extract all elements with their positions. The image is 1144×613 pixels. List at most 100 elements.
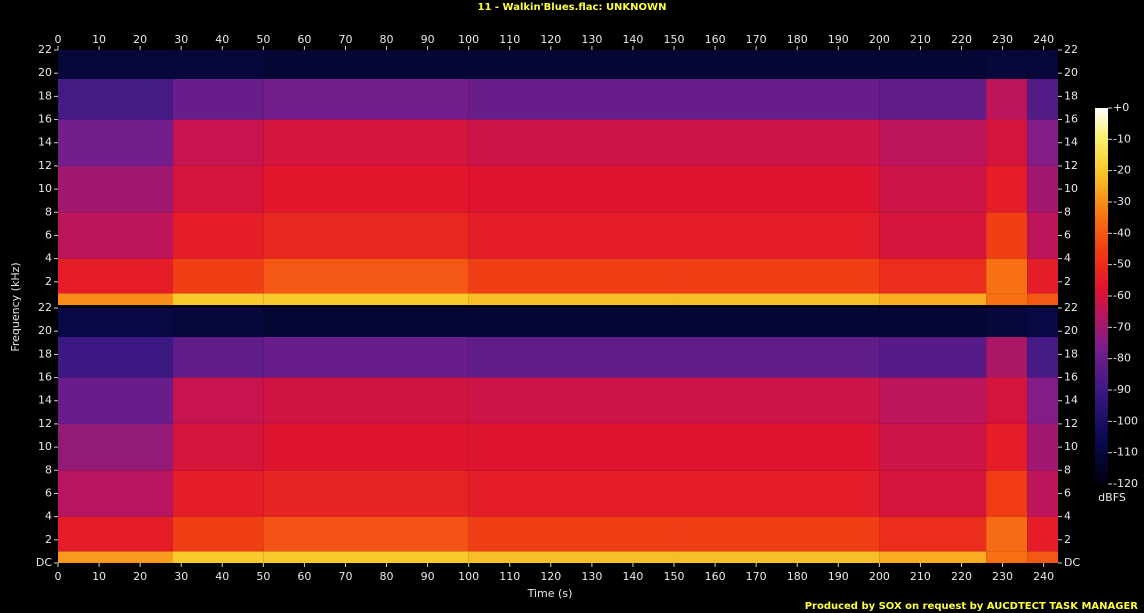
heat-cell: [674, 165, 880, 213]
heat-cell: [263, 308, 469, 337]
x-tick-label: 60: [297, 570, 311, 583]
heat-cell: [58, 336, 173, 378]
y-tick-label: 4: [1064, 252, 1071, 265]
x-tick-label: 20: [133, 33, 147, 46]
heat-cell: [58, 212, 173, 259]
heat-cell: [879, 377, 987, 424]
heat-cell: [172, 258, 264, 294]
colorbar-label: dBFS: [1098, 491, 1126, 504]
y-tick-label: 4: [45, 510, 52, 523]
x-tick-label: 180: [787, 33, 808, 46]
heat-cell: [58, 50, 173, 79]
heat-cell: [986, 119, 1028, 166]
heat-cell: [1027, 119, 1058, 166]
x-tick-label: 100: [458, 33, 479, 46]
heat-cell: [263, 165, 469, 213]
x-tick-label: 190: [828, 33, 849, 46]
heat-cell: [674, 258, 880, 294]
y-tick-label: 6: [1064, 486, 1071, 499]
heat-cell: [1027, 308, 1058, 337]
y-tick-label: 12: [38, 159, 52, 172]
heat-cell: [674, 423, 880, 471]
y-tick-label: 4: [1064, 510, 1071, 523]
y-tick-label: 22: [1064, 301, 1078, 314]
heat-cell: [674, 516, 880, 552]
y-tick-label: 16: [1064, 113, 1078, 126]
heat-cell: [879, 212, 987, 259]
colorbar-tick-label: -110: [1113, 446, 1138, 459]
colorbar-tick-label: -80: [1113, 352, 1131, 365]
heat-cell: [172, 551, 264, 563]
heat-cell: [674, 212, 880, 259]
heat-cell: [1027, 470, 1058, 517]
heat-cell: [58, 293, 173, 305]
heat-cell: [674, 470, 880, 517]
heat-cell: [172, 516, 264, 552]
heat-cell: [58, 377, 173, 424]
heat-cell: [986, 308, 1028, 337]
y-tick-label: 6: [45, 228, 52, 241]
x-tick-label: 20: [133, 570, 147, 583]
heat-cell: [172, 212, 264, 259]
x-tick-label: 120: [540, 33, 561, 46]
heat-cell: [468, 293, 675, 305]
heat-cell: [879, 258, 987, 294]
y-tick-label: 18: [1064, 347, 1078, 360]
x-tick-label: 240: [1033, 570, 1054, 583]
y-tick-label: 2: [45, 533, 52, 546]
heat-cell: [58, 423, 173, 471]
x-tick-label: 80: [380, 570, 394, 583]
colorbar-tick-label: -100: [1113, 414, 1138, 427]
heat-cell: [986, 50, 1028, 79]
heat-cell: [1027, 78, 1058, 120]
colorbar: [1095, 108, 1108, 484]
heat-cell: [674, 551, 880, 563]
heat-cell: [986, 551, 1028, 563]
footer: Produced by SOX on request by AUCDTECT T…: [805, 601, 1139, 612]
y-axis-label: Frequency (kHz): [9, 262, 22, 351]
colorbar-tick-label: -30: [1113, 195, 1131, 208]
heat-cell: [986, 165, 1028, 213]
heat-cell: [172, 377, 264, 424]
heat-cell: [986, 336, 1028, 378]
heat-cell: [468, 470, 675, 517]
y-tick-label: 22: [38, 43, 52, 56]
heat-cell: [986, 212, 1028, 259]
x-tick-label: 90: [421, 33, 435, 46]
y-tick-label: 6: [45, 486, 52, 499]
heat-cell: [1027, 423, 1058, 471]
y-tick-label: 22: [38, 301, 52, 314]
y-tick-label: 20: [1064, 324, 1078, 337]
heat-cell: [468, 423, 675, 471]
x-tick-label: 110: [499, 33, 520, 46]
y-tick-label: 12: [1064, 417, 1078, 430]
colorbar-tick-label: +0: [1113, 101, 1129, 114]
y-tick-label: 20: [38, 66, 52, 79]
x-tick-label: 40: [215, 570, 229, 583]
heat-cell: [1027, 336, 1058, 378]
y-tick-label: 22: [1064, 43, 1078, 56]
y-tick-label: 2: [1064, 275, 1071, 288]
y-tick-label: 20: [1064, 66, 1078, 79]
x-tick-label: 60: [297, 33, 311, 46]
y-tick-label: DC: [1064, 556, 1080, 569]
y-tick-label: 16: [38, 371, 52, 384]
x-tick-label: 210: [910, 33, 931, 46]
y-tick-label: 16: [1064, 371, 1078, 384]
x-tick-label: 70: [338, 33, 352, 46]
heat-cell: [263, 551, 469, 563]
heat-cell: [468, 50, 675, 79]
heat-cell: [468, 258, 675, 294]
heat-cell: [468, 78, 675, 120]
x-tick-label: 160: [705, 33, 726, 46]
heat-cell: [1027, 50, 1058, 79]
heat-cell: [263, 377, 469, 424]
heat-cell: [172, 336, 264, 378]
heat-cell: [468, 119, 675, 166]
chart-title: 11 - Walkin'Blues.flac: UNKNOWN: [478, 2, 667, 13]
heat-cell: [172, 50, 264, 79]
heat-cell: [1027, 516, 1058, 552]
y-tick-label: 18: [1064, 89, 1078, 102]
y-tick-label: 2: [45, 275, 52, 288]
